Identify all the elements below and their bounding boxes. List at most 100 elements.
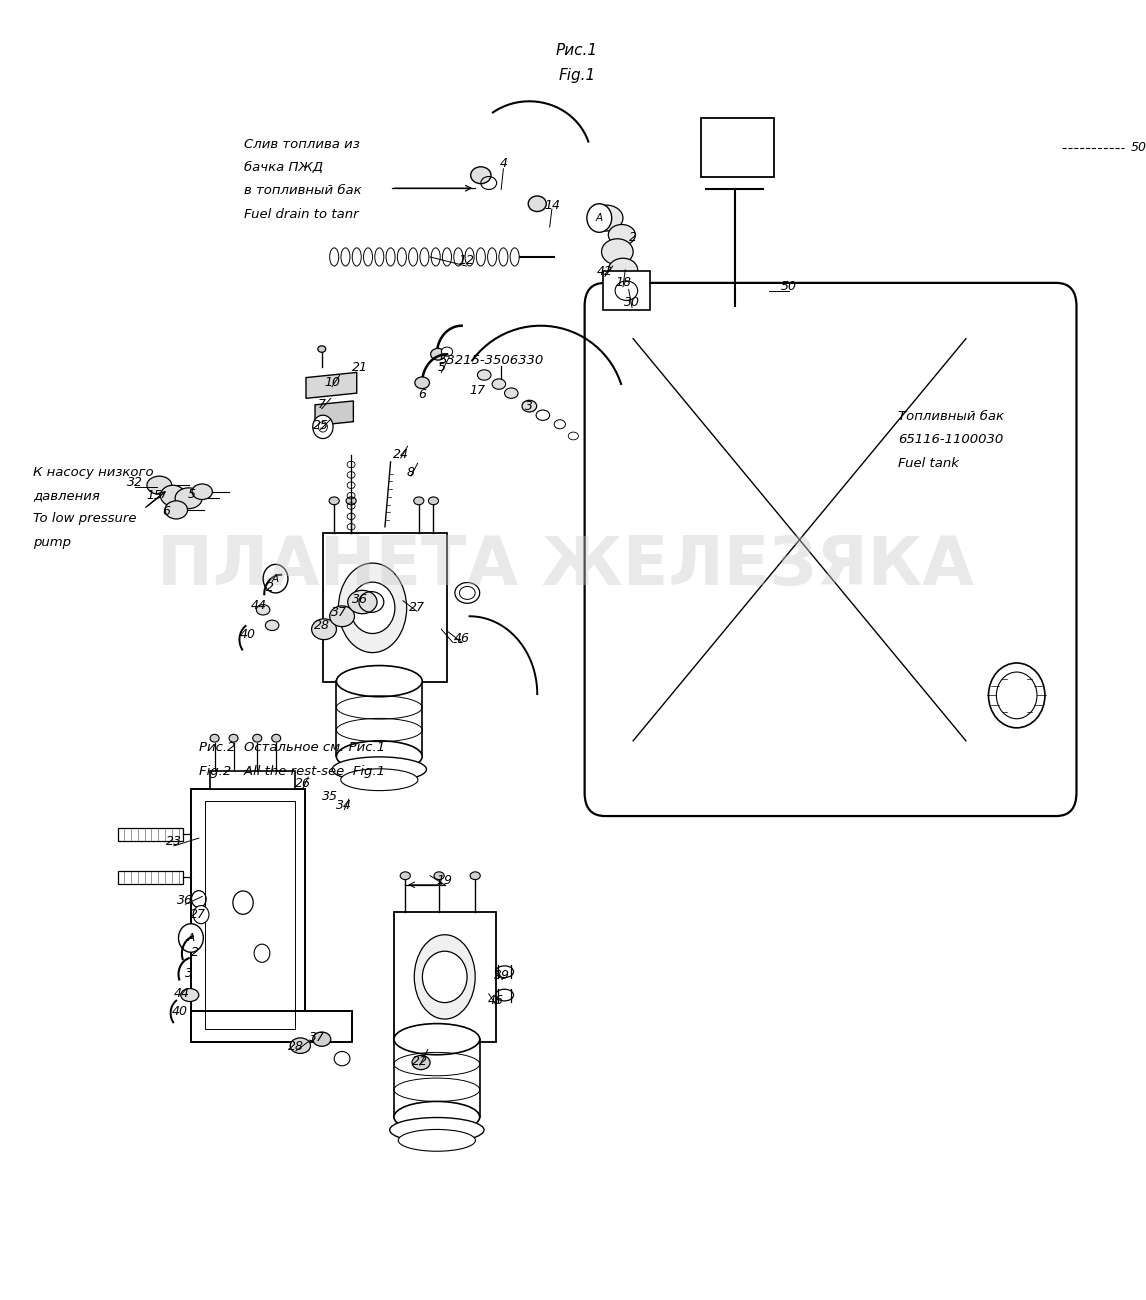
Text: 22: 22: [411, 1054, 427, 1067]
Ellipse shape: [568, 432, 579, 439]
Text: 10: 10: [324, 376, 340, 389]
Text: 6: 6: [418, 387, 426, 400]
Circle shape: [264, 564, 288, 593]
Ellipse shape: [337, 741, 422, 772]
Ellipse shape: [160, 485, 186, 506]
Ellipse shape: [181, 988, 198, 1001]
Ellipse shape: [523, 400, 536, 412]
Circle shape: [254, 944, 269, 962]
Text: 37: 37: [331, 606, 347, 619]
Text: 42: 42: [597, 265, 613, 278]
Ellipse shape: [399, 1130, 476, 1152]
Text: 50: 50: [780, 281, 796, 294]
Bar: [118, 828, 183, 841]
Text: бачка ПЖД: бачка ПЖД: [244, 161, 323, 174]
Ellipse shape: [528, 196, 547, 212]
Circle shape: [423, 952, 468, 1002]
Bar: [191, 1011, 352, 1041]
Circle shape: [313, 415, 333, 438]
Text: К насосу низкого: К насосу низкого: [33, 465, 154, 478]
Ellipse shape: [175, 488, 202, 508]
Ellipse shape: [434, 872, 445, 880]
Bar: [323, 533, 447, 682]
Ellipse shape: [272, 734, 281, 742]
Ellipse shape: [414, 497, 424, 504]
Text: 23: 23: [166, 836, 182, 849]
Text: 27: 27: [408, 601, 424, 614]
Ellipse shape: [415, 377, 430, 389]
Ellipse shape: [346, 497, 356, 504]
Bar: [191, 789, 305, 1041]
Polygon shape: [306, 372, 356, 398]
Text: 14: 14: [544, 199, 560, 212]
Ellipse shape: [165, 500, 188, 519]
Ellipse shape: [229, 734, 238, 742]
Text: Fuel drain to tanr: Fuel drain to tanr: [244, 208, 359, 221]
Ellipse shape: [290, 1037, 311, 1053]
Ellipse shape: [330, 606, 354, 627]
Text: 5: 5: [438, 360, 446, 373]
Text: 15: 15: [147, 489, 163, 502]
Ellipse shape: [313, 1032, 331, 1046]
Text: 3: 3: [525, 399, 533, 412]
Text: 8: 8: [407, 465, 415, 478]
Bar: [701, 118, 775, 177]
Ellipse shape: [253, 734, 261, 742]
Text: 50: 50: [1131, 142, 1146, 155]
Text: 25: 25: [313, 419, 329, 432]
Circle shape: [233, 891, 253, 914]
Ellipse shape: [390, 1118, 484, 1143]
Circle shape: [587, 204, 612, 233]
Text: 44: 44: [251, 599, 267, 612]
Text: 46: 46: [487, 993, 503, 1006]
Ellipse shape: [337, 666, 422, 697]
Bar: [210, 771, 296, 789]
Text: 53215-3506330: 53215-3506330: [439, 354, 544, 367]
Ellipse shape: [555, 420, 565, 429]
Ellipse shape: [441, 347, 453, 356]
Ellipse shape: [415, 935, 476, 1019]
Text: 30: 30: [625, 296, 639, 309]
Ellipse shape: [257, 604, 269, 615]
Text: 40: 40: [240, 628, 256, 641]
Text: 32: 32: [126, 476, 142, 489]
Ellipse shape: [210, 734, 219, 742]
Text: A: A: [596, 213, 603, 224]
Text: 2: 2: [629, 231, 637, 244]
Ellipse shape: [504, 387, 518, 398]
Text: Fig.2   All the rest-see  Fig.1: Fig.2 All the rest-see Fig.1: [198, 766, 385, 779]
Ellipse shape: [429, 497, 439, 504]
Text: Топливный бак: Топливный бак: [898, 410, 1004, 422]
Ellipse shape: [589, 205, 623, 231]
Ellipse shape: [266, 620, 278, 630]
Ellipse shape: [312, 619, 337, 640]
Text: 21: 21: [352, 360, 368, 373]
Ellipse shape: [471, 166, 490, 183]
Text: 2: 2: [266, 581, 274, 594]
Text: давления: давления: [33, 489, 100, 502]
Text: Рис.2  Остальное см. Рис.1: Рис.2 Остальное см. Рис.1: [198, 741, 385, 754]
Text: A: A: [187, 933, 195, 942]
Text: 5: 5: [188, 488, 196, 500]
Ellipse shape: [612, 277, 638, 298]
Bar: [205, 802, 296, 1030]
Text: 46: 46: [454, 632, 470, 645]
Ellipse shape: [460, 586, 476, 599]
Ellipse shape: [478, 369, 490, 380]
Circle shape: [319, 421, 328, 432]
Bar: [118, 871, 183, 884]
Text: Fig.1: Fig.1: [558, 68, 596, 83]
Text: A: A: [272, 573, 280, 584]
Text: ПЛАНЕТА ЖЕЛЕЗЯКА: ПЛАНЕТА ЖЕЛЕЗЯКА: [157, 533, 974, 599]
Ellipse shape: [455, 582, 480, 603]
Text: 34: 34: [336, 800, 352, 812]
Circle shape: [351, 582, 395, 633]
Text: 65116-1100030: 65116-1100030: [898, 433, 1004, 446]
Text: 2: 2: [191, 946, 199, 959]
Ellipse shape: [340, 768, 418, 790]
Ellipse shape: [602, 239, 633, 265]
FancyBboxPatch shape: [584, 283, 1076, 816]
Text: 44: 44: [174, 987, 190, 1000]
Text: 18: 18: [615, 277, 631, 290]
Ellipse shape: [193, 484, 212, 499]
